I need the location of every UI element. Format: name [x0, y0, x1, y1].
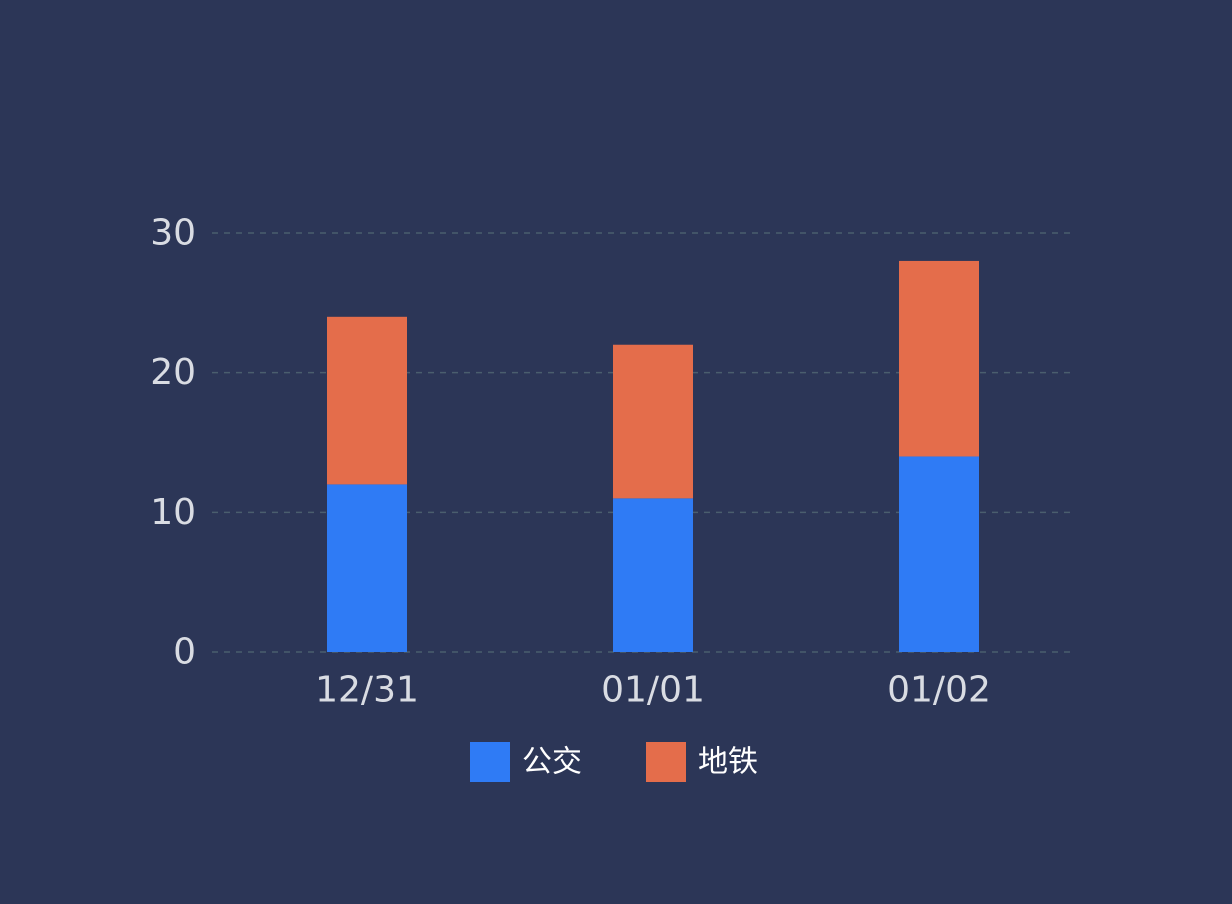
bar-01/02-series-0[interactable]: [899, 456, 979, 652]
y-tick-label: 20: [150, 352, 196, 393]
bar-12/31-series-1[interactable]: [327, 316, 407, 485]
y-axis: 0 10 20 30: [150, 213, 196, 673]
x-tick-label: 01/01: [601, 670, 705, 711]
legend-swatch: [646, 742, 686, 782]
bar-01/02-series-1[interactable]: [899, 260, 979, 457]
x-axis: 12/31 01/01 01/02: [315, 670, 991, 711]
bar-01/01-series-0[interactable]: [613, 498, 693, 652]
y-tick-label: 10: [150, 492, 196, 533]
y-tick-label: 0: [173, 632, 196, 673]
bar-12/31-series-0[interactable]: [327, 484, 407, 652]
legend-item-0[interactable]: 公交: [470, 742, 582, 782]
y-tick-label: 30: [150, 213, 196, 254]
legend-item-1[interactable]: 地铁: [646, 742, 758, 782]
x-tick-label: 12/31: [315, 670, 419, 711]
legend-label: 公交: [522, 745, 582, 780]
x-tick-label: 01/02: [887, 670, 991, 711]
legend-label: 地铁: [698, 745, 758, 780]
legend-swatch: [470, 742, 510, 782]
bar-01/01-series-1[interactable]: [613, 344, 693, 499]
bars: [327, 260, 979, 652]
legend[interactable]: 公交 地铁: [470, 742, 758, 782]
